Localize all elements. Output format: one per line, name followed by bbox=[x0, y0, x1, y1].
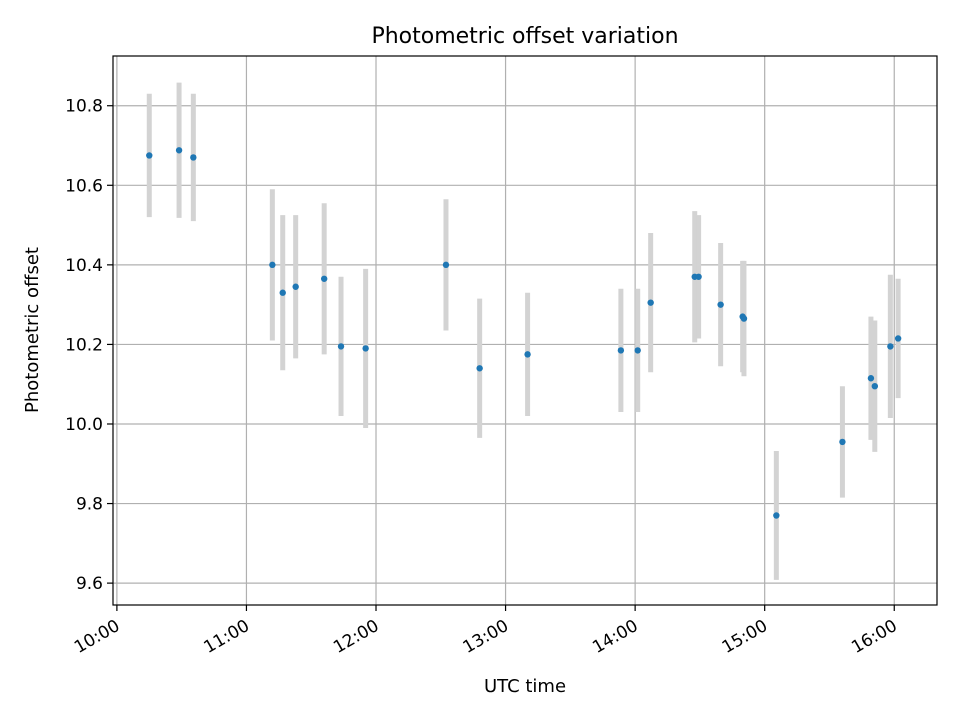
data-point bbox=[524, 351, 531, 358]
data-point bbox=[773, 512, 780, 519]
data-point bbox=[867, 375, 875, 382]
grid bbox=[113, 56, 937, 605]
data-points bbox=[146, 147, 902, 519]
data-point bbox=[320, 275, 328, 282]
data-point bbox=[279, 289, 286, 296]
y-tick-label: 9.8 bbox=[76, 495, 103, 515]
data-point bbox=[887, 343, 894, 350]
data-point bbox=[839, 438, 846, 446]
data-point bbox=[190, 154, 197, 161]
y-tick-label: 9.6 bbox=[76, 574, 103, 594]
data-point bbox=[292, 283, 299, 290]
data-point bbox=[647, 299, 654, 306]
data-point bbox=[695, 273, 702, 280]
plot-frame bbox=[112, 55, 938, 606]
data-point bbox=[476, 365, 483, 372]
data-point bbox=[337, 343, 345, 350]
data-point bbox=[634, 347, 641, 354]
data-point bbox=[894, 335, 902, 342]
y-tick-label: 10.0 bbox=[65, 415, 103, 435]
data-point bbox=[871, 382, 879, 390]
data-point bbox=[442, 261, 450, 269]
y-axis: 9.6 9.8 10.0 10.2 10.4 10.6 10.8 bbox=[65, 97, 113, 594]
data-point bbox=[146, 152, 153, 159]
data-point bbox=[617, 347, 625, 354]
data-point bbox=[175, 147, 183, 154]
x-axis-label: UTC time bbox=[484, 676, 566, 697]
y-axis-label: Photometric offset bbox=[22, 247, 43, 413]
y-tick-label: 10.8 bbox=[65, 97, 103, 117]
y-tick-label: 10.2 bbox=[65, 335, 103, 355]
y-tick-label: 10.4 bbox=[65, 256, 103, 276]
data-point bbox=[717, 301, 724, 308]
chart-title: Photometric offset variation bbox=[371, 24, 678, 49]
data-point bbox=[740, 315, 748, 322]
y-tick-label: 10.6 bbox=[65, 176, 103, 196]
data-point bbox=[269, 261, 276, 269]
data-point bbox=[362, 345, 369, 352]
